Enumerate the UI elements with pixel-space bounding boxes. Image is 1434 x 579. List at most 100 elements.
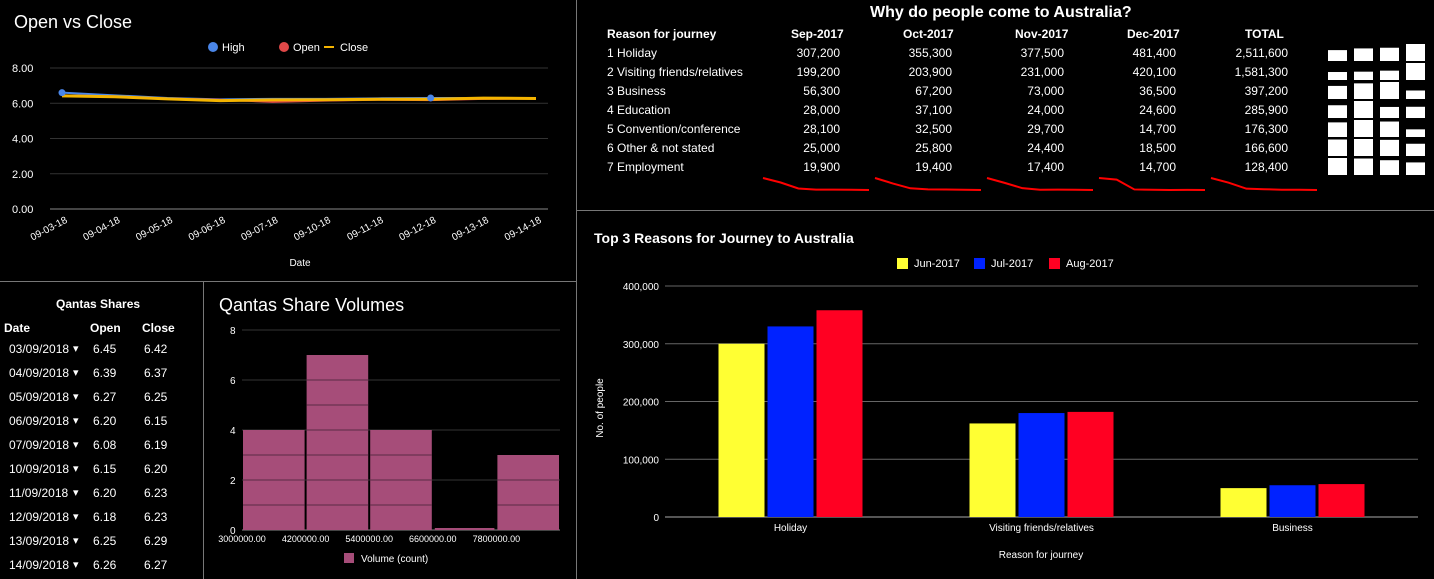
mini-bar — [1354, 120, 1373, 137]
legend-label: Aug-2017 — [1066, 258, 1114, 270]
table-row[interactable]: 06/09/2018 ▾ 6.20 6.15 — [0, 414, 200, 438]
why-row-value: 14,700 — [1139, 160, 1176, 174]
table-row[interactable]: 14/09/2018 ▾ 6.26 6.27 — [0, 558, 200, 579]
volumes-title: Qantas Share Volumes — [219, 295, 405, 315]
mini-bar — [1406, 143, 1425, 156]
x-tick-label: 09-10-18 — [292, 215, 333, 244]
why-row-value: 307,200 — [796, 46, 840, 60]
why-row-value: 285,900 — [1244, 103, 1288, 117]
why-header-sep[interactable]: Sep-2017 — [791, 27, 844, 41]
x-tick-label: 09-04-18 — [82, 215, 123, 244]
row-open: 6.27 — [93, 390, 117, 404]
expand-arrow-icon[interactable]: ▾ — [73, 535, 79, 547]
why-row-value: 1,581,300 — [1234, 65, 1288, 79]
row-date: 03/09/2018 — [9, 342, 70, 356]
why-row-reason: 6 Other & not stated — [607, 141, 715, 155]
bar-jul-2017[interactable] — [767, 326, 814, 517]
x-tick-label: 5400000.00 — [345, 534, 393, 544]
legend-marker — [1049, 258, 1060, 269]
row-close: 6.19 — [144, 438, 168, 452]
mini-bar — [1328, 72, 1347, 80]
why-header-dec[interactable]: Dec-2017 — [1127, 27, 1180, 41]
mini-bar — [1328, 50, 1347, 61]
sparkline — [874, 177, 982, 191]
legend-label: High — [222, 42, 245, 54]
why-row-value: 24,000 — [1027, 103, 1064, 117]
row-date: 06/09/2018 — [9, 414, 70, 428]
mini-bar — [1380, 106, 1399, 118]
histogram-bar[interactable] — [306, 355, 369, 530]
why-row-value: 24,400 — [1027, 141, 1064, 155]
data-point — [58, 89, 66, 97]
why-row-value: 166,600 — [1244, 141, 1288, 155]
bar-aug-2017[interactable] — [816, 310, 863, 517]
mini-bar — [1380, 121, 1399, 137]
y-axis-label: No. of people — [595, 378, 606, 438]
expand-arrow-icon[interactable]: ▾ — [73, 439, 79, 451]
table-row[interactable]: 04/09/2018 ▾ 6.39 6.37 — [0, 366, 200, 390]
sparkline — [762, 177, 870, 191]
row-date: 13/09/2018 — [9, 534, 70, 548]
why-row-value: 18,500 — [1139, 141, 1176, 155]
y-tick-label: 2.00 — [12, 169, 33, 181]
mini-bar — [1406, 90, 1425, 99]
bar-aug-2017[interactable] — [1318, 484, 1365, 517]
expand-arrow-icon[interactable]: ▾ — [73, 487, 79, 499]
expand-arrow-icon[interactable]: ▾ — [73, 391, 79, 403]
why-row-value: 28,000 — [803, 103, 840, 117]
why-row-value: 14,700 — [1139, 122, 1176, 136]
qantas-header-date[interactable]: Date — [4, 321, 31, 335]
why-header-total[interactable]: TOTAL — [1245, 27, 1284, 41]
mini-bar — [1380, 139, 1399, 156]
y-tick-label: 2 — [230, 476, 236, 487]
expand-arrow-icon[interactable]: ▾ — [73, 367, 79, 379]
table-row[interactable]: 03/09/2018 ▾ 6.45 6.42 — [0, 342, 200, 366]
expand-arrow-icon[interactable]: ▾ — [73, 415, 79, 427]
bar-jun-2017[interactable] — [718, 343, 765, 517]
why-row-value: 73,000 — [1027, 84, 1064, 98]
row-open: 6.25 — [93, 534, 117, 548]
x-tick-label: 7800000.00 — [473, 534, 521, 544]
table-row[interactable]: 12/09/2018 ▾ 6.18 6.23 — [0, 510, 200, 534]
qantas-header-open[interactable]: Open — [90, 321, 121, 335]
row-close: 6.23 — [144, 486, 168, 500]
mini-bar — [1328, 85, 1347, 99]
qantas-header-close[interactable]: Close — [142, 321, 175, 335]
table-row[interactable]: 05/09/2018 ▾ 6.27 6.25 — [0, 390, 200, 414]
table-row[interactable]: 07/09/2018 ▾ 6.08 6.19 — [0, 438, 200, 462]
why-header-reason[interactable]: Reason for journey — [607, 27, 717, 41]
row-open: 6.20 — [93, 486, 117, 500]
expand-arrow-icon[interactable]: ▾ — [73, 511, 79, 523]
x-tick-label: 09-06-18 — [187, 215, 228, 244]
histogram-bar[interactable] — [497, 455, 559, 530]
mini-bar — [1354, 139, 1373, 156]
why-row-value: 19,900 — [803, 160, 840, 174]
bar-jun-2017[interactable] — [1220, 488, 1267, 517]
bar-aug-2017[interactable] — [1067, 411, 1114, 517]
top3-panel: Top 3 Reasons for Journey to Australia 4… — [577, 211, 1434, 579]
expand-arrow-icon[interactable]: ▾ — [73, 343, 79, 355]
table-row[interactable]: 13/09/2018 ▾ 6.25 6.29 — [0, 534, 200, 558]
why-row-value: 32,500 — [915, 122, 952, 136]
x-tick-label: 09-11-18 — [346, 215, 386, 243]
expand-arrow-icon[interactable]: ▾ — [73, 463, 79, 475]
bar-jul-2017[interactable] — [1269, 485, 1316, 517]
row-date: 14/09/2018 — [9, 558, 70, 572]
table-row[interactable]: 11/09/2018 ▾ 6.20 6.23 — [0, 486, 200, 510]
row-close: 6.23 — [144, 510, 168, 524]
bar-jul-2017[interactable] — [1018, 413, 1065, 517]
row-close: 6.20 — [144, 462, 168, 476]
why-row-value: 19,400 — [915, 160, 952, 174]
why-row-value: 25,000 — [803, 141, 840, 155]
expand-arrow-icon[interactable]: ▾ — [73, 559, 79, 571]
why-header-nov[interactable]: Nov-2017 — [1015, 27, 1069, 41]
mini-bar — [1328, 158, 1347, 175]
bar-jun-2017[interactable] — [969, 423, 1016, 517]
top3-title: Top 3 Reasons for Journey to Australia — [594, 230, 854, 246]
why-row-value: 36,500 — [1139, 84, 1176, 98]
mini-bar — [1354, 71, 1373, 80]
table-row[interactable]: 10/09/2018 ▾ 6.15 6.20 — [0, 462, 200, 486]
x-tick-label: Holiday — [774, 523, 807, 534]
why-header-oct[interactable]: Oct-2017 — [903, 27, 954, 41]
